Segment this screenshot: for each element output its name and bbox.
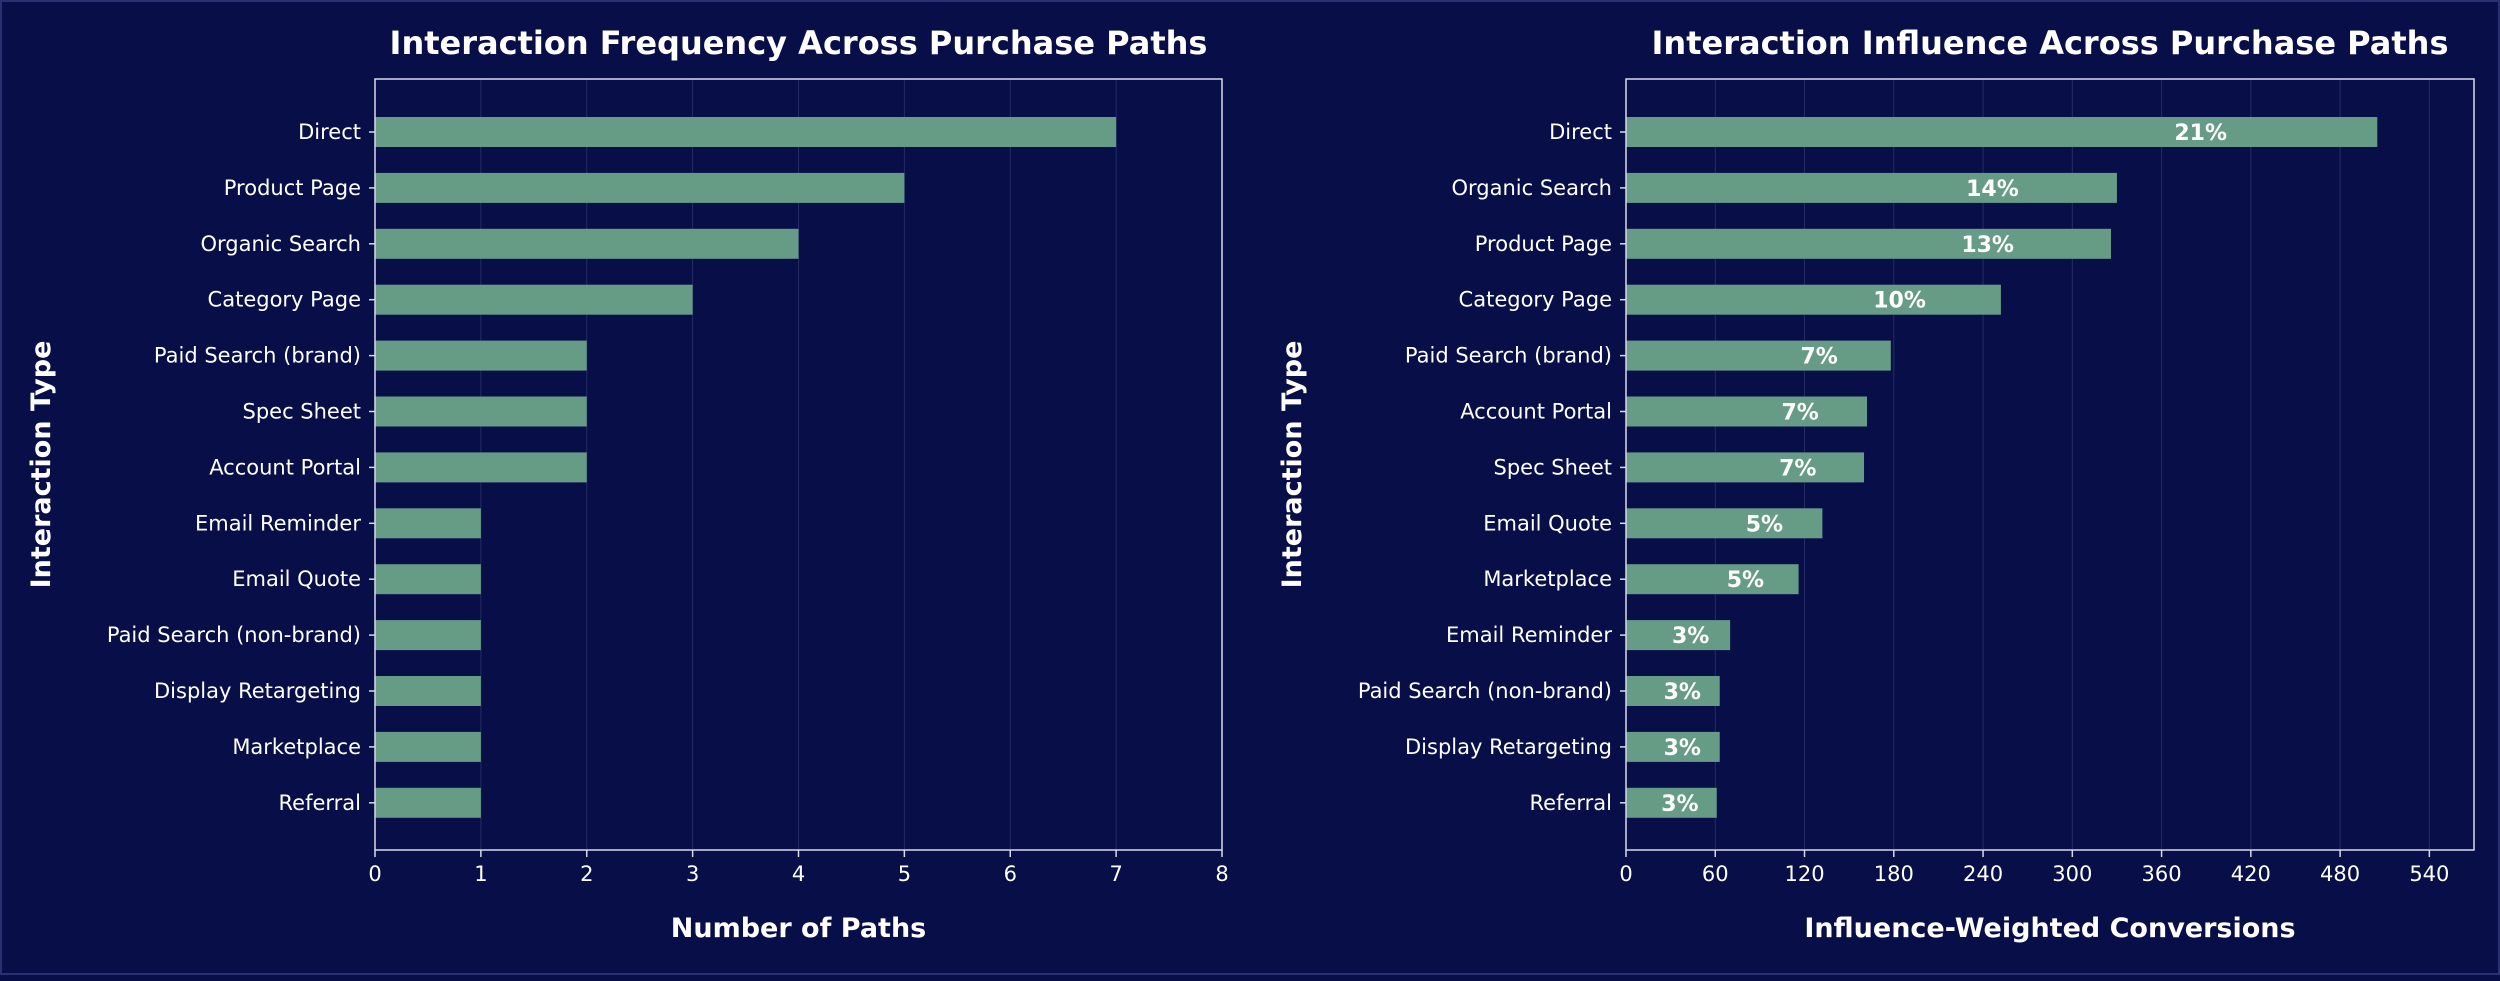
plot-frame bbox=[1625, 78, 2475, 851]
bar bbox=[375, 564, 481, 595]
y-tick-label: Email Reminder bbox=[1446, 623, 1612, 647]
y-tick-label: Marketplace bbox=[1483, 567, 1612, 591]
chart-panel-1: Direct Product Page Organic Search Category… bbox=[26, 24, 1229, 944]
bar bbox=[375, 787, 481, 818]
data-label: 3% bbox=[1661, 792, 1698, 817]
data-label: 5% bbox=[1746, 512, 1783, 537]
data-label: 13% bbox=[1961, 233, 2014, 258]
y-tick-label: Product Page bbox=[1475, 232, 1612, 256]
bar bbox=[1626, 564, 1799, 595]
data-label: 3% bbox=[1672, 624, 1709, 649]
y-tick-label: Paid Search (brand) bbox=[1405, 344, 1612, 368]
y-tick-label: Email Quote bbox=[232, 567, 361, 591]
chart-title: Interaction Frequency Across Purchase Pa… bbox=[390, 24, 1208, 62]
x-axis-label: Number of Paths bbox=[671, 913, 927, 944]
y-tick-label: Direct bbox=[1549, 120, 1612, 144]
y-tick-label: Category Page bbox=[1459, 288, 1612, 312]
x-tick-label: 360 bbox=[2142, 862, 2182, 886]
bar bbox=[375, 620, 481, 651]
x-tick-label: 1 bbox=[474, 862, 487, 886]
bar bbox=[375, 508, 481, 539]
y-tick-label: Referral bbox=[1530, 791, 1612, 815]
x-tick-label: 3 bbox=[686, 862, 699, 886]
data-label: 5% bbox=[1727, 568, 1764, 593]
data-label: 7% bbox=[1779, 456, 1816, 481]
x-axis-label: Influence-Weighted Conversions bbox=[1804, 913, 2295, 944]
y-tick-label: Spec Sheet bbox=[242, 400, 361, 424]
y-tick-label: Display Retargeting bbox=[154, 679, 361, 703]
bar bbox=[1626, 508, 1823, 539]
x-tick-label: 0 bbox=[1619, 862, 1632, 886]
bar bbox=[1626, 117, 2378, 147]
bar bbox=[375, 117, 1117, 147]
bar bbox=[1626, 452, 1865, 483]
x-tick-label: 0 bbox=[368, 862, 381, 886]
y-tick-label: Display Retargeting bbox=[1405, 735, 1612, 759]
bar bbox=[375, 284, 693, 315]
y-tick-label: Direct bbox=[298, 120, 361, 144]
chart-title: Interaction Influence Across Purchase Pa… bbox=[1652, 24, 2449, 62]
bar bbox=[375, 676, 481, 706]
x-tick-label: 7 bbox=[1109, 862, 1122, 886]
bar bbox=[375, 452, 587, 483]
y-tick-label: Email Reminder bbox=[195, 511, 361, 535]
y-tick-label: Marketplace bbox=[232, 735, 361, 759]
y-tick-label: Organic Search bbox=[1451, 176, 1612, 200]
y-tick-label: Account Portal bbox=[1460, 400, 1612, 424]
x-tick-label: 540 bbox=[2409, 862, 2449, 886]
y-tick-label: Spec Sheet bbox=[1493, 455, 1612, 479]
x-tick-label: 60 bbox=[1702, 862, 1729, 886]
y-tick-label: Paid Search (non-brand) bbox=[1358, 679, 1612, 703]
y-tick-label: Paid Search (brand) bbox=[154, 344, 361, 368]
data-label: 7% bbox=[1800, 345, 1837, 370]
x-tick-label: 5 bbox=[898, 862, 911, 886]
bar bbox=[1626, 620, 1731, 651]
y-tick-label: Category Page bbox=[208, 288, 361, 312]
data-label: 10% bbox=[1873, 289, 1926, 314]
y-axis-label: Interaction Type bbox=[1277, 341, 1308, 589]
chart-panel-2: Direct 21% Organic Search 14% Product Page 13… bbox=[1277, 24, 2475, 944]
bar bbox=[1626, 172, 2117, 203]
bar bbox=[375, 172, 905, 203]
y-tick-label: Account Portal bbox=[209, 455, 361, 479]
x-tick-label: 8 bbox=[1215, 862, 1228, 886]
bar bbox=[1626, 228, 2111, 259]
x-tick-label: 4 bbox=[792, 862, 805, 886]
bar bbox=[1626, 396, 1868, 427]
data-label: 3% bbox=[1664, 736, 1701, 761]
x-tick-label: 240 bbox=[1963, 862, 2003, 886]
y-tick-label: Product Page bbox=[224, 176, 361, 200]
bar bbox=[375, 396, 587, 427]
data-label: 7% bbox=[1781, 401, 1818, 426]
x-tick-label: 120 bbox=[1784, 862, 1824, 886]
y-tick-label: Email Quote bbox=[1483, 511, 1612, 535]
data-label: 14% bbox=[1966, 177, 2019, 202]
x-tick-label: 180 bbox=[1874, 862, 1914, 886]
x-tick-label: 2 bbox=[580, 862, 593, 886]
bar bbox=[375, 228, 799, 259]
data-label: 21% bbox=[2174, 121, 2227, 146]
bar bbox=[375, 340, 587, 371]
x-tick-label: 480 bbox=[2320, 862, 2360, 886]
bar bbox=[1626, 284, 2001, 315]
y-tick-label: Organic Search bbox=[200, 232, 361, 256]
bar bbox=[1626, 787, 1717, 818]
x-tick-label: 300 bbox=[2052, 862, 2092, 886]
bar bbox=[1626, 731, 1720, 762]
x-tick-label: 420 bbox=[2231, 862, 2271, 886]
data-label: 3% bbox=[1664, 680, 1701, 705]
x-tick-label: 6 bbox=[1004, 862, 1017, 886]
bar bbox=[1626, 340, 1891, 371]
y-tick-label: Paid Search (non-brand) bbox=[107, 623, 361, 647]
y-tick-label: Referral bbox=[279, 791, 361, 815]
bar bbox=[1626, 676, 1720, 706]
bar bbox=[375, 731, 481, 762]
y-axis-label: Interaction Type bbox=[26, 341, 57, 589]
